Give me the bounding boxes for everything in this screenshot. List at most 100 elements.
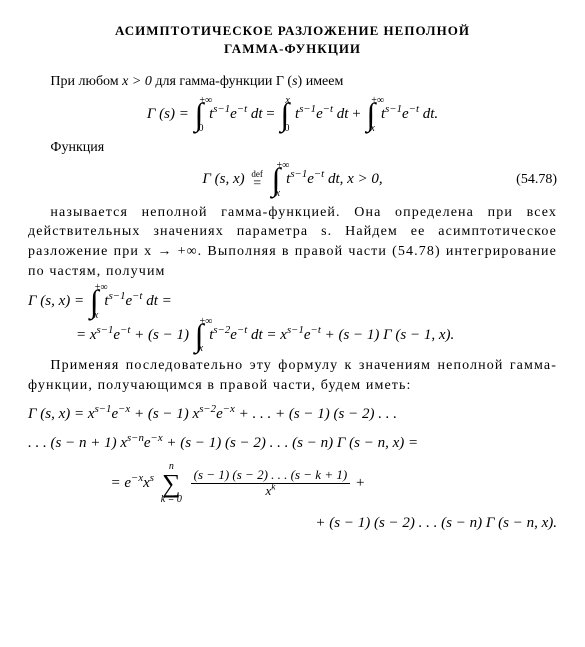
sup: s−1	[95, 403, 112, 415]
sup: −x	[131, 472, 143, 484]
eq-lhs: Γ (s) =	[147, 104, 189, 125]
equation-1: Γ (s) = +∞ ∫ 0 ts−1e−t dt = x ∫ 0 ts−1e−…	[28, 102, 557, 128]
equation-3-line-2: = xs−1e−t + (s − 1) +∞ ∫ x ts−2e−t dt = …	[28, 323, 557, 349]
equation-4-line-3: = e−xxs n ∑ k = 0 (s − 1) (s − 2) . . . …	[28, 462, 557, 505]
integral: +∞ ∫ x	[195, 323, 204, 349]
sum-symbol: ∑	[161, 472, 182, 495]
integral: +∞ ∫ 0	[195, 102, 204, 128]
sup: −t	[409, 103, 419, 115]
sup: −t	[132, 290, 142, 302]
integral: +∞ ∫ x	[272, 167, 281, 193]
int-upper: +∞	[199, 94, 212, 108]
int-upper: +∞	[276, 159, 289, 173]
integral: +∞ ∫ x	[90, 289, 99, 315]
e: e	[230, 327, 237, 343]
tail: dt =	[142, 293, 171, 309]
expr: + (s − 1) (s − 2) . . . (s − n) Γ (s − n…	[315, 515, 557, 531]
e: e	[304, 327, 311, 343]
page-title: АСИМПТОТИЧЕСКОЕ РАЗЛОЖЕНИЕ НЕПОЛНОЙ ГАММ…	[28, 22, 557, 58]
sup: s−2	[213, 324, 230, 336]
text: для гамма-функции Γ (	[152, 74, 292, 89]
e: e	[307, 171, 314, 187]
eq-lhs: Γ (s, x) =	[28, 291, 84, 312]
frac-denominator: xk	[191, 484, 351, 498]
sup: s−1	[213, 103, 230, 115]
sup: s−n	[127, 432, 144, 444]
e: e	[402, 106, 409, 122]
int-upper: x	[285, 94, 289, 108]
sup: k	[271, 482, 275, 492]
integrand: ts−1e−t dt.	[381, 104, 438, 125]
sup: −t	[314, 168, 324, 180]
fraction: (s − 1) (s − 2) . . . (s − k + 1) xk	[191, 468, 351, 498]
sup: −t	[311, 324, 321, 336]
integrand: ts−1e−t dt	[295, 104, 348, 125]
term: = xs−1e−t + (s − 1)	[76, 325, 189, 346]
term: = e−xxs	[111, 473, 154, 494]
text: При любом	[50, 74, 122, 89]
int-lower: x	[199, 342, 203, 356]
tail: + . . . + (s − 1) (s − 2) . . .	[235, 406, 397, 422]
sup: s−1	[287, 324, 304, 336]
expr: . . . (s − n + 1) xs−ne−x + (s − 1) (s −…	[28, 435, 418, 451]
tail: + (s − 1) Γ (s − 1, x).	[321, 327, 454, 343]
sum-lower: k = 0	[161, 495, 182, 505]
paragraph-1: При любом x > 0 для гамма-функции Γ (s) …	[28, 72, 557, 92]
sup: s−1	[97, 324, 114, 336]
paragraph-3: называется неполной гамма-функцией. Она …	[28, 203, 557, 281]
integral: +∞ ∫ x	[366, 102, 375, 128]
integral: x ∫ 0	[281, 102, 290, 128]
title-line-2: ГАММА-ФУНКЦИИ	[224, 41, 361, 56]
t: = x	[76, 327, 97, 343]
e: e	[144, 435, 151, 451]
plus: +	[352, 104, 360, 125]
text: ) имеем	[298, 74, 344, 89]
summation: n ∑ k = 0	[161, 462, 182, 505]
t: + (s − 1) x	[130, 406, 199, 422]
sup: −x	[223, 403, 235, 415]
sup: −t	[120, 324, 130, 336]
dt: dt.	[419, 106, 438, 122]
e: e	[230, 106, 237, 122]
paragraph-2: Функция	[28, 138, 557, 158]
sup: −t	[237, 324, 247, 336]
x: x	[143, 475, 150, 491]
tail: + (s − 1) (s − 2) . . . (s − n) Γ (s − n…	[163, 435, 418, 451]
sup: −x	[151, 432, 163, 444]
integrand: ts−1e−t dt, x > 0,	[286, 169, 382, 190]
t: dt = x	[247, 327, 287, 343]
int-lower: 0	[284, 122, 289, 136]
t: . . . (s − n + 1) x	[28, 435, 127, 451]
sup: −x	[118, 403, 130, 415]
integrand: ts−1e−t dt	[209, 104, 262, 125]
equation-number: (54.78)	[516, 170, 557, 190]
text: Функция	[50, 140, 104, 155]
paragraph-4: Применяя последовательно эту формулу к з…	[28, 356, 557, 395]
title-line-1: АСИМПТОТИЧЕСКОЕ РАЗЛОЖЕНИЕ НЕПОЛНОЙ	[115, 23, 470, 38]
int-upper: +∞	[95, 281, 108, 295]
integrand: ts−2e−t dt = xs−1e−t + (s − 1) Γ (s − 1,…	[209, 325, 454, 346]
sup: −t	[237, 103, 247, 115]
sup: −t	[323, 103, 333, 115]
sup: s−1	[299, 103, 316, 115]
eq-lhs: Γ (s, x)	[202, 169, 244, 190]
int-lower: x	[276, 187, 280, 201]
equals-sign: =	[251, 179, 263, 189]
math-inline: x > 0	[122, 74, 152, 89]
int-lower: x	[94, 309, 98, 323]
equation-3-line-1: Γ (s, x) = +∞ ∫ x ts−1e−t dt =	[28, 289, 557, 315]
e: e	[216, 406, 223, 422]
def-equals: def =	[251, 171, 263, 188]
sup: s−1	[385, 103, 402, 115]
sup: s	[150, 472, 154, 484]
t: Γ (s, x) = x	[28, 406, 95, 422]
sup: s−2	[199, 403, 216, 415]
equals: =	[266, 104, 274, 125]
int-lower: x	[370, 122, 374, 136]
expr: Γ (s, x) = xs−1e−x + (s − 1) xs−2e−x + .…	[28, 406, 397, 422]
int-lower: 0	[199, 122, 204, 136]
equation-4-line-2: . . . (s − n + 1) xs−ne−x + (s − 1) (s −…	[28, 433, 557, 454]
int-upper: +∞	[371, 94, 384, 108]
int-upper: +∞	[200, 315, 213, 329]
dt: dt	[333, 106, 348, 122]
